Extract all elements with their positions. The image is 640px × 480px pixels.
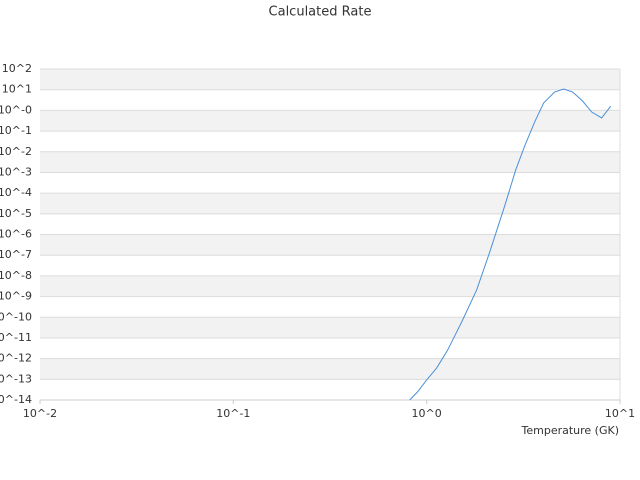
data-line [409, 88, 612, 401]
band [40, 275, 620, 297]
x-tick-label: 10^-2 [23, 407, 57, 420]
x-tick-label: 10^0 [412, 407, 442, 420]
y-tick-label: 10^-5 [0, 207, 32, 220]
y-tick-label: 10^1 [2, 83, 32, 96]
band [40, 110, 620, 132]
chart-title: Calculated Rate [269, 5, 372, 20]
y-tick-label: 10^-13 [0, 372, 32, 385]
x-tick-label: 10^-1 [216, 407, 250, 420]
band [40, 193, 620, 214]
y-tick-label: 10^-11 [0, 331, 32, 344]
band [40, 317, 620, 338]
y-tick-label: 10^-7 [0, 248, 32, 261]
y-tick-label: 10^-1 [0, 124, 32, 137]
y-tick-label: 10^-0 [0, 103, 32, 116]
y-tick-label: 10^-12 [0, 352, 32, 365]
y-tick-label: 10^-8 [0, 269, 32, 282]
band [40, 234, 620, 256]
band [40, 69, 620, 90]
y-tick-label: 10^-10 [0, 310, 32, 323]
y-tick-label: 10^-9 [0, 290, 32, 303]
band [40, 358, 620, 380]
y-tick-label: 10^2 [2, 62, 32, 75]
y-tick-label: 10^-2 [0, 145, 32, 158]
y-tick-label: 10^-14 [0, 393, 32, 406]
y-tick-label: 10^-4 [0, 186, 32, 199]
band [40, 151, 620, 173]
x-axis-label: Temperature (GK) [521, 424, 620, 437]
y-tick-label: 10^-6 [0, 228, 32, 241]
x-tick-label: 10^1 [605, 407, 635, 420]
y-tick-label: 10^-3 [0, 165, 32, 178]
